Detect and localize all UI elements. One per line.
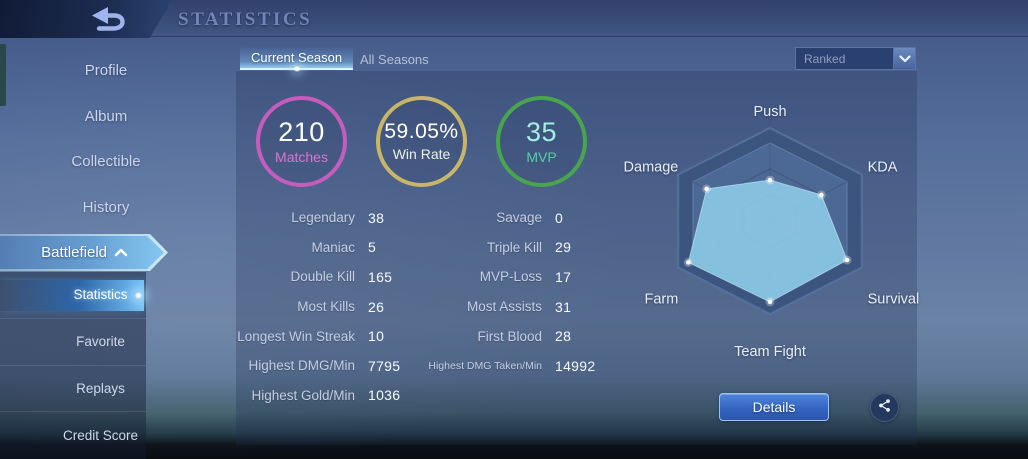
sidebar-item-battlefield[interactable]: Battlefield xyxy=(0,234,168,271)
matches-value: 210 xyxy=(278,117,325,148)
sidebar-item-statistics[interactable]: Statistics xyxy=(0,272,146,319)
sidebar-item-favorite[interactable]: Favorite xyxy=(0,319,146,366)
win-rate-circle: 59.05% Win Rate xyxy=(376,96,467,187)
stats-column-right: Savage 0 Triple Kill 29 MVP-Loss 17 Most As… xyxy=(420,203,635,381)
win-rate-label: Win Rate xyxy=(392,145,451,162)
stat-row: Most Kills 26 xyxy=(297,298,385,315)
mvp-value: 35 xyxy=(525,117,558,148)
replays-label: Replays xyxy=(76,380,125,396)
stat-row: Highest DMG Taken/Min 14992 xyxy=(428,357,596,374)
sidebar-item-album[interactable]: Album xyxy=(84,107,128,125)
chevron-down-icon xyxy=(893,48,915,69)
stat-row: Legendary 38 xyxy=(291,209,385,226)
back-button[interactable] xyxy=(84,5,132,33)
chevron-up-icon xyxy=(114,244,128,262)
share-icon xyxy=(876,397,893,419)
sidebar-decoration xyxy=(0,44,6,106)
stat-row: Maniac 5 xyxy=(311,239,377,256)
mode-dropdown-value: Ranked xyxy=(804,51,846,66)
statistics-label: Statistics xyxy=(73,287,128,303)
details-button[interactable]: Details xyxy=(719,393,829,421)
stat-row: Savage 0 xyxy=(496,209,564,226)
matches-circle: 210 Matches xyxy=(256,96,347,187)
page-title: STATISTICS xyxy=(178,9,313,30)
mode-dropdown[interactable]: Ranked xyxy=(795,47,916,70)
stat-row: Most Assists 31 xyxy=(466,298,572,315)
stat-row: MVP-Loss 17 xyxy=(479,268,572,285)
top-bar xyxy=(0,0,1028,37)
favorite-label: Favorite xyxy=(76,334,125,350)
mvp-circle: 35 MVP xyxy=(496,96,587,187)
mvp-label: MVP xyxy=(526,148,557,165)
tab-all-seasons[interactable]: All Seasons xyxy=(360,51,429,67)
stats-column-left: Legendary 38 Maniac 5 Double Kill 165 Most … xyxy=(236,203,436,410)
battlefield-banner: Battlefield xyxy=(0,236,164,269)
stat-row: Highest Gold/Min 1036 xyxy=(251,387,401,404)
battlefield-submenu: Statistics Favorite Replays Credit Score xyxy=(0,272,146,459)
sidebar: Profile Album Collectible History xyxy=(0,48,170,230)
sidebar-item-history[interactable]: History xyxy=(82,198,130,216)
stat-row: Triple Kill 29 xyxy=(486,239,572,256)
sidebar-item-replays[interactable]: Replays xyxy=(0,366,146,413)
matches-label: Matches xyxy=(275,148,328,165)
stat-row: Double Kill 165 xyxy=(290,268,393,285)
tab-current-season[interactable]: Current Season xyxy=(240,47,354,73)
sidebar-item-collectible[interactable]: Collectible xyxy=(71,153,141,171)
sidebar-item-profile[interactable]: Profile xyxy=(84,62,128,80)
stat-row: First Blood 28 xyxy=(477,328,572,345)
win-rate-value: 59.05% xyxy=(384,120,459,144)
back-icon xyxy=(84,7,132,37)
top-bar-corner xyxy=(0,0,172,38)
sidebar-item-credit-score[interactable]: Credit Score xyxy=(0,412,146,459)
share-button[interactable] xyxy=(870,393,899,422)
credit-score-label: Credit Score xyxy=(62,428,139,444)
selected-highlight xyxy=(0,280,144,311)
stat-row: Longest Win Streak 10 xyxy=(237,328,385,345)
stat-row: Highest DMG/Min 7795 xyxy=(248,357,401,374)
battlefield-label: Battlefield xyxy=(41,244,107,261)
